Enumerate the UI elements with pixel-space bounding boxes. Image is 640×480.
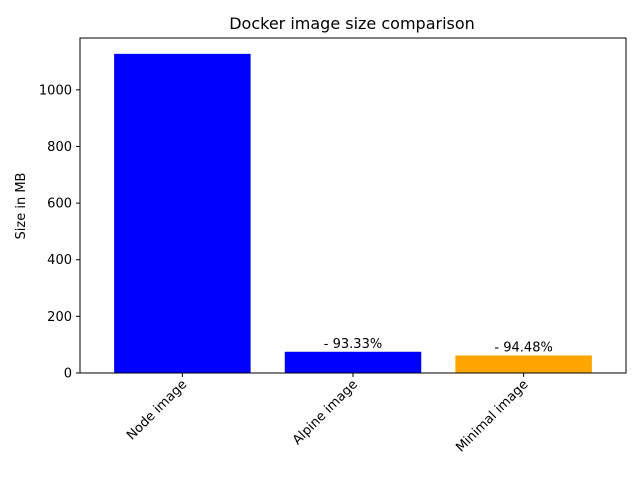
y-tick-label: 600 [47,197,72,212]
x-tick-label: Minimal image [453,377,531,455]
bar-alpine-image [284,351,422,373]
y-tick-label: 0 [64,367,72,382]
data-labels-group: - 93.33% - 94.48% [324,337,553,356]
y-axis: 0 200 400 600 800 1000 [39,83,80,382]
data-label: - 93.33% [324,337,382,352]
bars-group [114,53,592,374]
x-tick-label: Node image [124,377,190,443]
y-axis-label: Size in MB [14,173,29,240]
y-tick-label: 800 [47,140,72,155]
plot-frame [79,37,627,374]
y-tick-label: 1000 [39,83,72,98]
x-tick-label: Alpine image [290,377,361,448]
data-label: - 94.48% [494,340,552,355]
bar-node-image [114,53,251,374]
chart-title: Docker image size comparison [229,14,475,33]
y-tick-label: 400 [47,253,72,268]
y-tick-label: 200 [47,310,72,325]
bar-minimal-image [455,355,592,373]
x-axis: Node image Alpine image Minimal image [124,373,531,455]
